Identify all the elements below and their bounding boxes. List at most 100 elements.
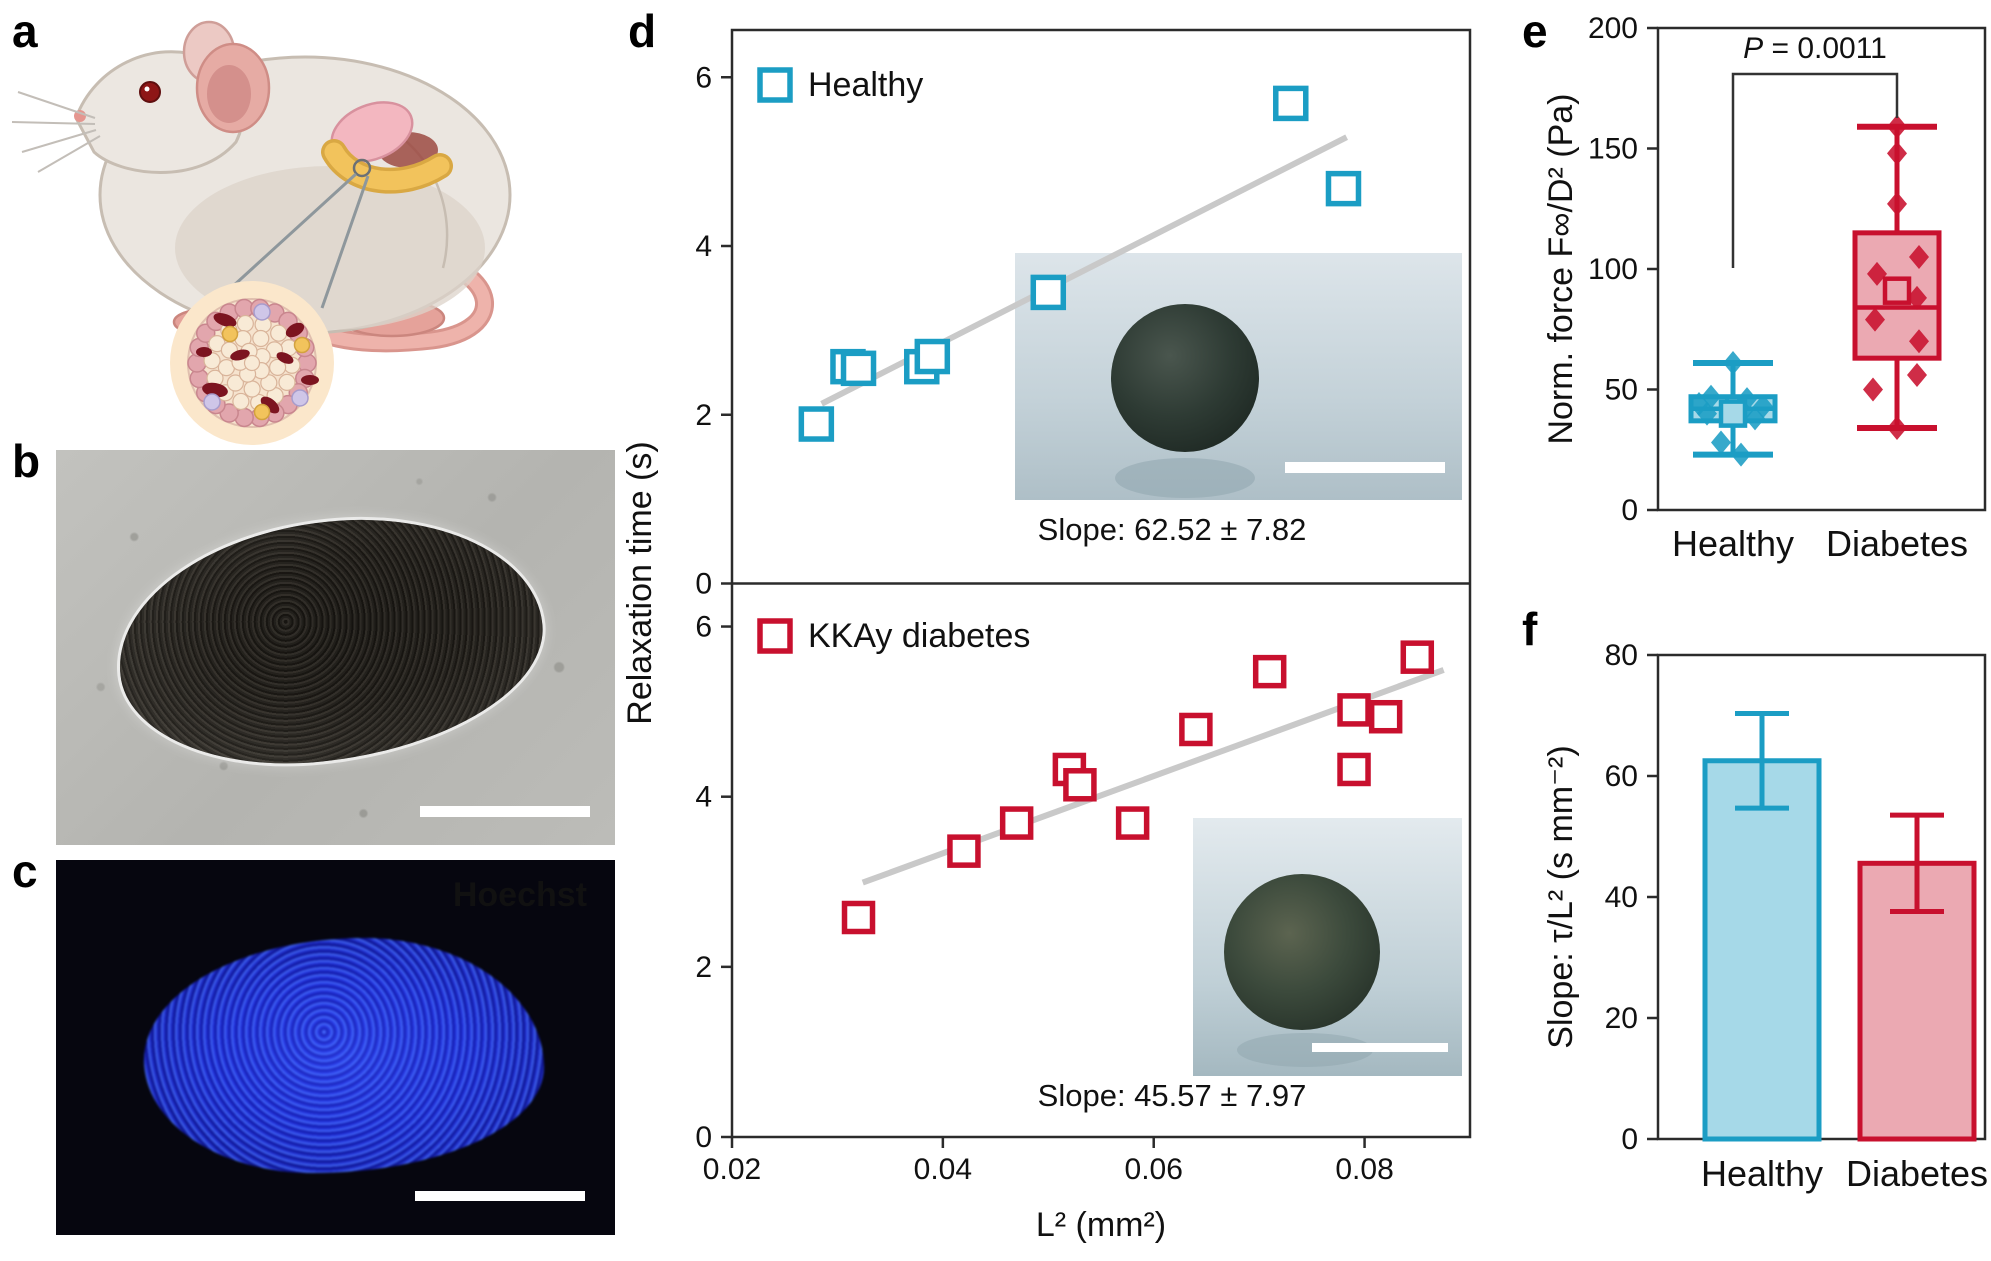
panel-b-letter: b xyxy=(12,435,41,487)
e-point-1 xyxy=(1909,329,1929,354)
hoechst-label: Hoechst xyxy=(452,876,587,914)
scatter-point-1 xyxy=(1179,712,1213,747)
islet-dark-spot xyxy=(213,313,237,327)
d-legend-marker-0 xyxy=(757,67,793,103)
scatter-point-1 xyxy=(1252,654,1287,689)
scatter-point-0 xyxy=(840,350,877,387)
scatter-point-0 xyxy=(1325,170,1362,207)
e-point-0 xyxy=(1723,350,1743,375)
islet-dark-spot xyxy=(230,349,250,361)
e-point-1 xyxy=(1867,261,1887,286)
e-point-1 xyxy=(1909,244,1929,269)
e-mean-1 xyxy=(1882,276,1912,305)
mouse-ear-inner xyxy=(207,65,251,123)
d-slope-label-1: Slope: 45.57 ± 7.97 xyxy=(1038,1078,1307,1113)
d-bottom-ytick-label: 4 xyxy=(695,781,712,814)
islet-lavender-cell xyxy=(291,389,309,407)
islet-dark-spot xyxy=(202,382,228,398)
e-p-italic: P xyxy=(1743,32,1763,65)
e-point-1 xyxy=(1887,416,1907,441)
mouse-eye xyxy=(139,81,161,103)
islet-lavender-cell xyxy=(253,303,271,321)
plot-slope-bars: 0 20 40 60 80 Slope: τ/L² (s mm⁻²) Healthy Diab… xyxy=(1542,639,1988,1194)
d-top-ytick-label: 6 xyxy=(695,61,712,94)
d-slope-label-0: Slope: 62.52 ± 7.82 xyxy=(1038,512,1307,547)
scatter-point-0 xyxy=(1273,85,1309,122)
d-xtick-label: 0.06 xyxy=(1125,1153,1183,1186)
e-category-label-0: Healthy xyxy=(1672,523,1794,564)
zoom-origin-circle xyxy=(352,158,372,178)
islet-inner-cell xyxy=(278,373,296,391)
islet-dark-spot xyxy=(196,347,212,357)
e-ytick-label: 50 xyxy=(1605,374,1638,407)
d-xaxis-title: L² (mm²) xyxy=(1036,1206,1166,1244)
e-point-1 xyxy=(1887,114,1907,139)
e-point-1 xyxy=(1887,191,1907,216)
scatter-point-1 xyxy=(1368,699,1403,734)
islet-inner-cell xyxy=(203,352,221,370)
d-top-ytick-label: 2 xyxy=(695,399,712,432)
e-yaxis-title: Norm. force F∞/D² (Pa) xyxy=(1542,93,1580,444)
islet-inner-cell xyxy=(269,358,287,376)
d-legend-marker-1 xyxy=(757,618,793,654)
plot-norm-force-box: 0 50 100 150 200 Norm. force F∞/D² (Pa) Health… xyxy=(1542,12,1987,564)
islet-dark-spot xyxy=(285,322,305,338)
panel-d-letter: d xyxy=(628,5,657,57)
scatter-point-1 xyxy=(1337,693,1371,727)
connector-line-right xyxy=(320,175,370,309)
plot-relaxation-time: 0 2 4 6 0 2 4 6 0.02 0.04 0.06 0.08 L² (mm²) Relaxati… xyxy=(621,28,1472,1244)
e-ytick-label: 0 xyxy=(1621,494,1638,527)
islet-inner-cell xyxy=(260,374,278,392)
e-point-0 xyxy=(1745,406,1765,431)
inset1-scale-bar xyxy=(1285,462,1445,473)
islet-yellow-cell xyxy=(253,403,271,421)
f-bar-0 xyxy=(1702,758,1822,1142)
scatter-point-1 xyxy=(1337,752,1371,787)
islet-dark-spot xyxy=(301,375,319,385)
f-yaxis-title: Slope: τ/L² (s mm⁻²) xyxy=(1542,745,1580,1048)
e-ytick-label: 150 xyxy=(1588,133,1638,166)
islet-inner-cell xyxy=(232,392,250,411)
brightfield-micrograph xyxy=(56,450,615,845)
inset1-reflection xyxy=(1115,458,1255,498)
mouse-whiskers xyxy=(11,91,101,173)
e-point-1 xyxy=(1907,363,1927,388)
inset2-scale-bar xyxy=(1312,1043,1448,1052)
inset-photo-healthy xyxy=(1015,253,1462,500)
e-p-value: P = 0.0011 xyxy=(1743,32,1887,65)
islet-inner-cell xyxy=(243,354,261,372)
scale-bar-b xyxy=(420,806,590,817)
d-legend-label-1: KKAy diabetes xyxy=(808,617,1030,655)
scatter-point-1 xyxy=(1115,806,1150,840)
e-p-rest: = 0.0011 xyxy=(1763,32,1887,65)
scatter-point-0 xyxy=(798,406,835,442)
scatter-point-0 xyxy=(914,338,951,375)
scatter-point-1 xyxy=(1400,640,1435,674)
e-point-1 xyxy=(1865,307,1885,332)
d-bottom-ytick-label: 6 xyxy=(695,611,712,644)
scale-bar-c xyxy=(415,1191,585,1201)
f-ytick-label: 80 xyxy=(1605,639,1638,672)
d-legend-label-0: Healthy xyxy=(808,66,923,104)
f-ytick-label: 60 xyxy=(1605,760,1638,793)
d-top-ytick-label: 0 xyxy=(695,568,712,601)
e-point-0 xyxy=(1731,442,1751,467)
e-point-1 xyxy=(1907,285,1927,310)
e-point-0 xyxy=(1711,430,1731,455)
d-top-ytick-label: 4 xyxy=(695,230,712,263)
islet-dark-spot xyxy=(260,396,280,414)
d-bottom-ytick-label: 0 xyxy=(695,1121,712,1154)
e-ytick-label: 200 xyxy=(1588,12,1638,45)
islet-inner-cell xyxy=(252,329,270,348)
d-xtick-label: 0.08 xyxy=(1335,1153,1393,1186)
inset2-spheroid xyxy=(1224,874,1380,1030)
panel-c-letter: c xyxy=(12,845,38,897)
islet-lavender-cell xyxy=(203,393,221,411)
fluorescence-micrograph: Hoechst xyxy=(56,860,615,1235)
d-xtick-label: 0.04 xyxy=(914,1153,972,1186)
e-p-bracket xyxy=(1731,72,1899,268)
inset2-reflection xyxy=(1237,1033,1373,1067)
f-ytick-label: 20 xyxy=(1605,1002,1638,1035)
